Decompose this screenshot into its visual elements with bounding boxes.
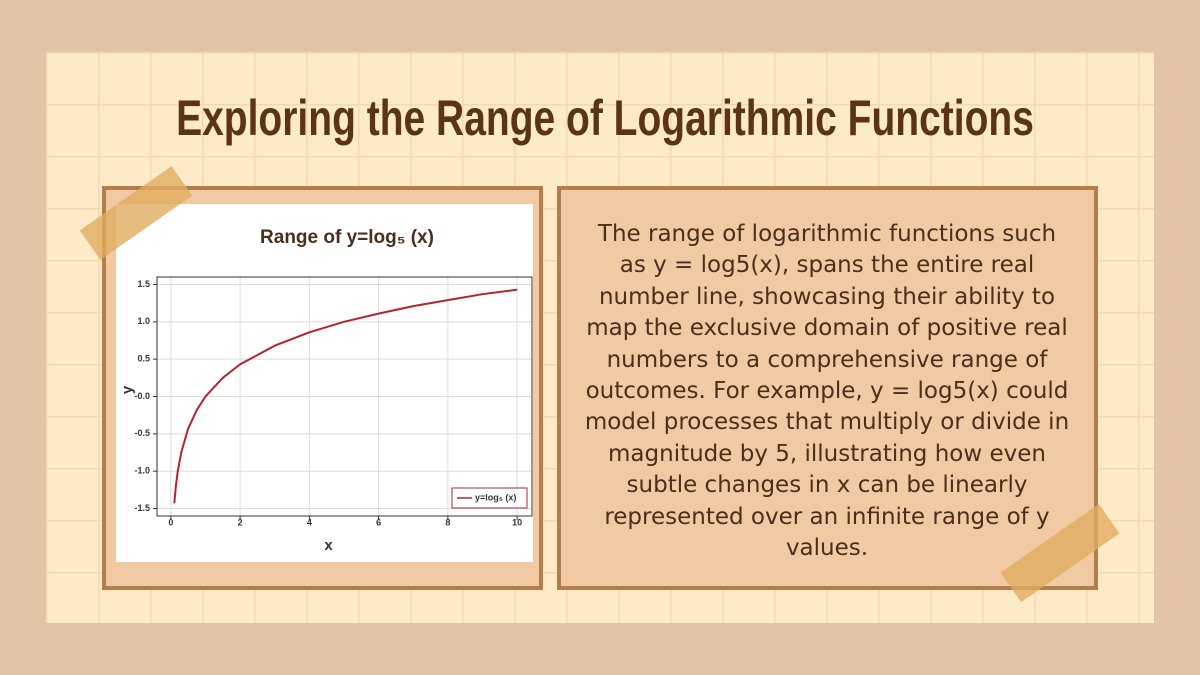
y-tick-label: -0.0 [134,391,150,401]
chart: Range of y=log₅ (x) 0 2 4 6 8 10 -1.5 -1.0 -0.5 -0… [119,227,533,554]
plot-frame [156,276,533,517]
y-tick-label: -1.0 [134,466,150,476]
y-tick-label: 1.0 [137,316,150,326]
x-tick-label: 6 [376,517,381,527]
tape [1000,503,1120,603]
y-tick-label: 0.5 [137,354,150,364]
chart-title: Range of y=log₅ (x) [260,227,434,248]
slide-title: Exploring the Range of Logarithmic Funct… [176,89,1034,146]
x-tick-label: 8 [445,517,450,527]
x-tick-label: 0 [168,517,173,527]
y-tick-label: -1.5 [134,503,150,513]
text-card [557,186,1098,590]
body-text: The range of logarithmic functions such … [584,221,1070,562]
x-tick-label: 4 [307,517,312,527]
legend-label: y=log₅ (x) [475,492,516,502]
x-tick-label: 10 [512,517,522,527]
tape [79,166,193,260]
x-axis-label: x [324,537,333,554]
x-tick-label: 2 [238,517,243,527]
y-tick-label: -0.5 [134,428,150,438]
legend-box [451,487,528,509]
y-axis-label: y [119,385,136,394]
y-tick-label: 1.5 [137,279,150,289]
data-line [173,288,518,504]
